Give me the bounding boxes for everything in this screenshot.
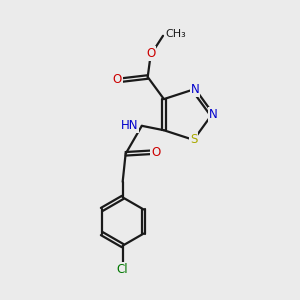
Text: Cl: Cl (117, 263, 128, 276)
Text: O: O (151, 146, 160, 159)
Text: N: N (209, 108, 218, 121)
Text: N: N (190, 83, 200, 96)
Text: O: O (113, 74, 122, 86)
Text: HN: HN (121, 119, 138, 132)
Text: CH₃: CH₃ (165, 29, 186, 39)
Text: S: S (190, 134, 197, 146)
Text: O: O (146, 47, 155, 60)
